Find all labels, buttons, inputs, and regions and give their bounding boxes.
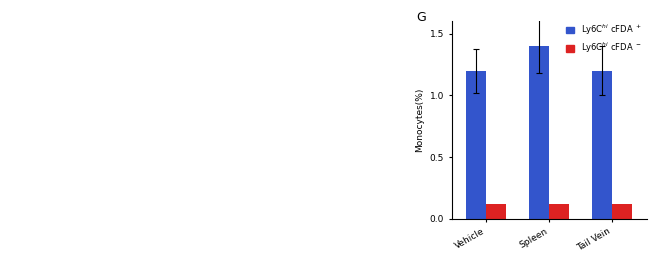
- Y-axis label: Monocytes(%): Monocytes(%): [415, 88, 424, 152]
- Legend: Ly6C$^{hi}$ cFDA $^+$, Ly6C$^{hi}$ cFDA $^-$: Ly6C$^{hi}$ cFDA $^+$, Ly6C$^{hi}$ cFDA …: [565, 22, 643, 56]
- Bar: [466, 71, 486, 219]
- Bar: [486, 204, 506, 219]
- Bar: [612, 204, 632, 219]
- Bar: [529, 46, 549, 219]
- Text: G: G: [417, 11, 426, 25]
- Bar: [549, 204, 569, 219]
- Bar: [592, 71, 612, 219]
